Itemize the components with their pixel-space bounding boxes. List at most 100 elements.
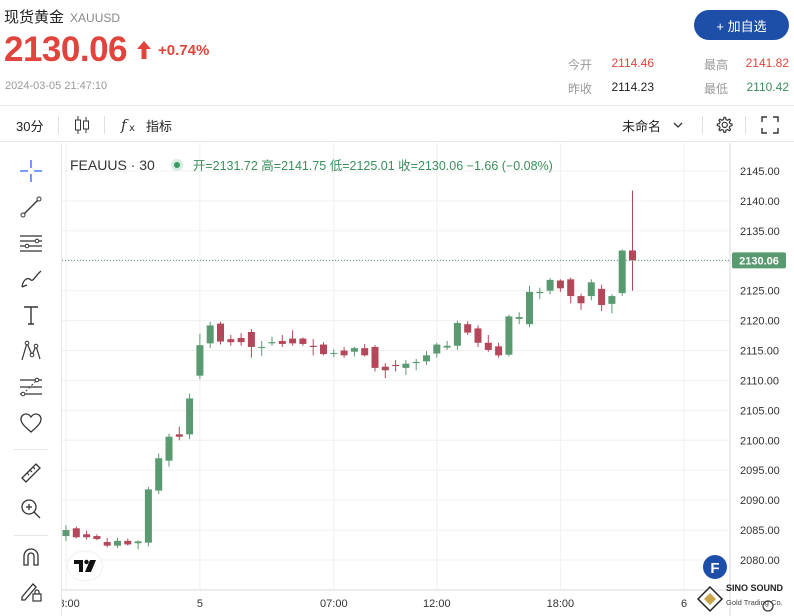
svg-text:f: f — [120, 116, 129, 134]
text-tool[interactable] — [17, 301, 45, 329]
candle-body — [124, 540, 132, 545]
candle-body — [361, 348, 369, 356]
magnet-tool[interactable] — [17, 543, 45, 571]
candle-body — [309, 345, 317, 347]
price-chart[interactable]: 2080.00 2085.00 2090.00 2095.00 2100.00 2105.… — [62, 143, 794, 616]
measure-tool[interactable] — [17, 459, 45, 487]
candle-body — [536, 291, 544, 294]
indicators-label: 指标 — [146, 118, 173, 134]
brush-tool[interactable] — [17, 265, 45, 293]
change-percent: +0.74% — [158, 41, 210, 59]
toolbar-divider — [58, 116, 59, 134]
pencil-lock-icon — [21, 583, 42, 602]
toolbar-divider — [745, 116, 746, 134]
brush-icon — [21, 270, 42, 288]
sino-sound-watermark: F SINO SOUND Gold Trading Co. — [696, 555, 784, 613]
candle-body — [453, 323, 461, 346]
candle-body — [608, 296, 616, 304]
favorites-tool[interactable] — [17, 409, 45, 437]
chart-axes: 2080.00 2085.00 2090.00 2095.00 2100.00 2105.… — [62, 143, 786, 616]
candle-body — [175, 434, 183, 437]
candle-body — [196, 345, 204, 376]
candle-body — [495, 346, 503, 356]
candle-body — [289, 338, 297, 344]
candle-body — [402, 363, 410, 368]
candle-body — [93, 536, 101, 540]
candle-body — [464, 324, 472, 333]
x-tick-label: 07:00 — [320, 598, 348, 610]
low-label: 最低 — [704, 82, 729, 96]
toolbar-divider — [104, 116, 105, 134]
candle-body — [423, 355, 430, 362]
instrument-name: 现货黄金 — [4, 9, 65, 26]
candle-body — [381, 366, 389, 371]
high-label: 最高 — [704, 58, 729, 72]
chevron-down-icon — [673, 122, 683, 128]
candle-body — [299, 338, 307, 344]
trend-line-icon — [20, 196, 42, 218]
y-tick-label: 2080.00 — [740, 555, 780, 567]
candle-body — [72, 528, 80, 538]
fib-tool[interactable] — [17, 373, 45, 401]
candle-body — [484, 342, 492, 350]
candle-body — [206, 325, 214, 344]
candle-body — [155, 458, 163, 491]
x-tick-label: 12:00 — [423, 598, 451, 610]
candle-body — [268, 342, 276, 344]
legend-symbol: FEAUUS · 30 — [70, 156, 155, 173]
y-tick-label: 2135.00 — [740, 226, 780, 238]
x-tick-label: 18:00 — [547, 598, 575, 610]
y-tick-label: 2120.00 — [740, 316, 780, 328]
layout-select[interactable]: 未命名 — [622, 108, 683, 142]
trend-line-tool[interactable] — [17, 193, 45, 221]
crosshair-tool[interactable] — [17, 157, 45, 185]
y-tick-label: 2100.00 — [740, 435, 780, 447]
pattern-tool[interactable] — [17, 337, 45, 365]
add-to-watchlist-button[interactable]: + 加自选 — [694, 10, 789, 40]
chart-type-button[interactable] — [73, 108, 91, 142]
candle-body — [165, 436, 173, 461]
y-tick-label: 2095.00 — [740, 465, 780, 477]
lock-drawings-tool[interactable] — [17, 577, 45, 605]
quote-timestamp: 2024-03-05 21:47:10 — [5, 80, 108, 92]
candle-body — [134, 541, 142, 544]
last-price-tag — [732, 252, 786, 269]
high-value: 2141.82 — [745, 56, 789, 70]
y-tick-label: 2140.00 — [740, 196, 780, 208]
instrument-title: 现货黄金 XAUUSD — [4, 6, 120, 27]
horizontal-lines-icon — [20, 235, 42, 252]
price-row: 2130.06 +0.74% — [4, 30, 209, 70]
candle-body — [567, 279, 575, 297]
fullscreen-icon — [761, 116, 779, 134]
fullscreen-button[interactable] — [761, 108, 779, 142]
zoom-in-icon — [21, 499, 41, 519]
candlestick-icon — [75, 116, 89, 134]
candlestick-series — [62, 190, 636, 550]
candle-body — [505, 316, 513, 355]
candle-body — [258, 346, 266, 348]
y-tick-label: 2115.00 — [740, 346, 779, 358]
crosshair-icon — [20, 160, 42, 182]
zoom-in-tool[interactable] — [17, 495, 45, 523]
y-tick-label: 2125.00 — [740, 286, 780, 298]
parallel-lines-tool[interactable] — [17, 229, 45, 257]
last-price: 2130.06 — [4, 30, 128, 69]
tool-divider — [14, 535, 48, 536]
y-tick-label: 2090.00 — [740, 495, 780, 507]
candle-body — [629, 250, 636, 261]
candle-body — [217, 323, 224, 342]
header-divider — [0, 105, 794, 106]
market-status-icon — [170, 158, 183, 171]
prev-close-label: 昨收 — [568, 82, 593, 96]
tradingview-logo[interactable] — [68, 552, 102, 580]
settings-button[interactable] — [714, 108, 734, 142]
interval-button[interactable]: 30分 — [16, 118, 44, 134]
instrument-code: XAUUSD — [70, 11, 121, 25]
gear-icon — [716, 116, 733, 133]
candle-body — [62, 530, 70, 537]
candle-body — [237, 337, 245, 343]
